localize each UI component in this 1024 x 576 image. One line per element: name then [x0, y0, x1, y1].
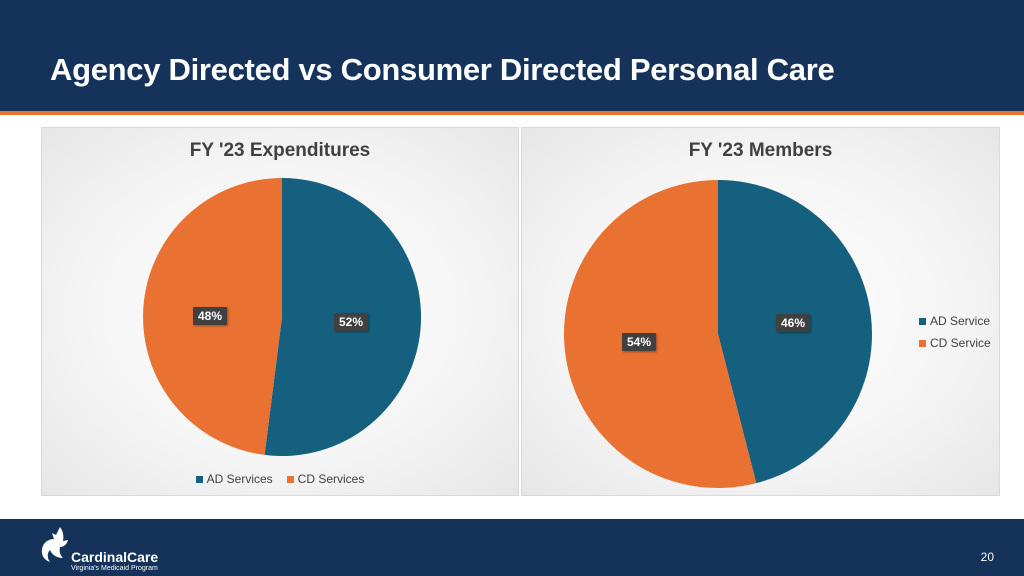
- expenditures-pie: [143, 178, 422, 456]
- legend-swatch-ad: [919, 317, 926, 325]
- legend-label-ad: AD Service: [930, 314, 991, 328]
- members-pie: [563, 179, 872, 488]
- data-label-ad: 52%: [334, 313, 369, 331]
- members-chart: FY '23 Members 46% 54% AD Service CD Ser…: [521, 127, 1000, 496]
- page-number: 20: [980, 550, 994, 564]
- data-label-ad: 46%: [776, 314, 811, 332]
- data-label-cd: 48%: [193, 307, 228, 325]
- logo-tagline: Virginia's Medicaid Program: [71, 565, 158, 572]
- data-label-cd: 54%: [622, 333, 657, 351]
- accent-divider: [0, 111, 1024, 115]
- legend-swatch-cd: [286, 475, 294, 483]
- members-legend: AD Service CD Service: [919, 314, 991, 358]
- expenditures-chart-title: FY '23 Expenditures: [189, 140, 371, 161]
- legend-swatch-cd: [919, 339, 926, 347]
- slide-footer: CardinalCare Virginia's Medicaid Program…: [0, 519, 1024, 576]
- slice-cd-service: [563, 179, 757, 488]
- slide-header: Agency Directed vs Consumer Directed Per…: [0, 0, 1024, 111]
- expenditures-legend: AD Services CD Services: [42, 472, 518, 486]
- legend-label-cd: CD Services: [297, 472, 365, 486]
- cardinalcare-logo: CardinalCare Virginia's Medicaid Program: [38, 523, 178, 575]
- legend-item-cd: CD Services: [286, 472, 365, 486]
- members-chart-title: FY '23 Members: [688, 140, 833, 161]
- legend-item-cd: CD Service: [919, 336, 991, 350]
- legend-item-ad: AD Services: [195, 472, 273, 486]
- cardinal-bird-icon: [41, 527, 68, 562]
- slide-title: Agency Directed vs Consumer Directed Per…: [50, 52, 835, 87]
- legend-label-cd: CD Service: [930, 336, 991, 350]
- expenditures-chart: FY '23 Expenditures 52% 48% AD Services …: [41, 127, 519, 496]
- logo-wordmark: CardinalCare: [71, 549, 159, 565]
- legend-swatch-ad: [195, 475, 203, 483]
- legend-label-ad: AD Services: [206, 472, 273, 486]
- legend-item-ad: AD Service: [919, 314, 991, 328]
